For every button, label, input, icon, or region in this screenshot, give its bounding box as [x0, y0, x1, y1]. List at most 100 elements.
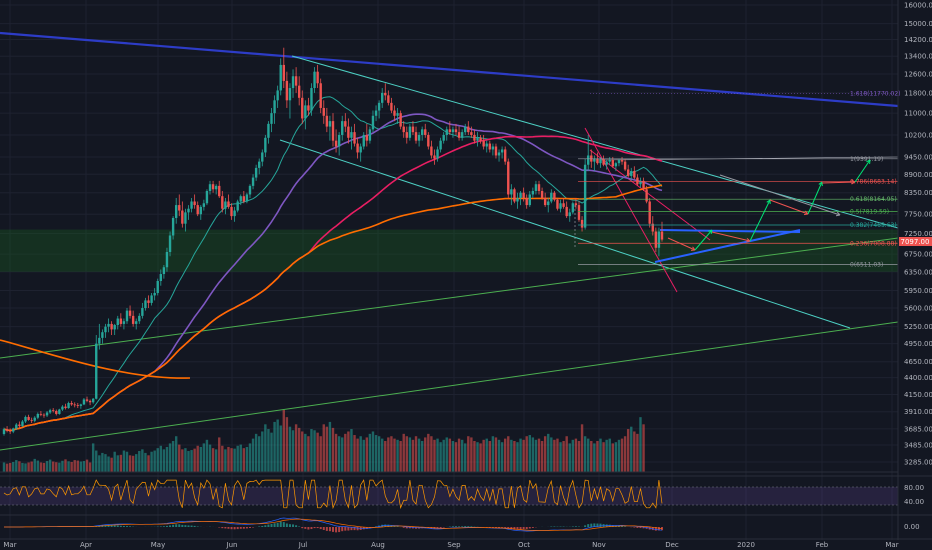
volume-bar [239, 444, 242, 472]
candle [205, 189, 209, 206]
volume-bar [162, 449, 166, 472]
volume-bar [193, 448, 196, 472]
candle [451, 126, 455, 138]
volume-bar [593, 443, 596, 472]
support-line-1 [0, 237, 898, 359]
volume-bar [445, 437, 448, 472]
candle [196, 201, 199, 217]
candle [445, 126, 448, 141]
volume-bar [497, 439, 501, 472]
volume-bar [605, 439, 608, 472]
volume-bar [227, 446, 230, 472]
volume-bar [599, 438, 602, 472]
volume-bar [500, 442, 504, 472]
volume-bar [279, 425, 282, 472]
macd-hist-bar [522, 527, 525, 530]
candle [273, 95, 276, 124]
volume-bar [141, 449, 144, 472]
volume-bar [15, 460, 18, 472]
macd-hist-bar [328, 527, 331, 532]
volume-bar [623, 436, 627, 472]
macd-hist-bar [488, 527, 491, 528]
candle [491, 143, 495, 156]
volume-bar [402, 433, 405, 472]
volume-bar [45, 461, 49, 472]
price-tick-label: 4400.00 [904, 374, 932, 382]
volume-bar [479, 443, 482, 472]
candle [258, 158, 261, 175]
volume-bar [424, 437, 427, 472]
macd-hist-bar [295, 525, 298, 527]
volume-bar [76, 460, 79, 472]
demand-zone [0, 229, 898, 272]
macd-hist-bar [252, 527, 255, 528]
wedge-upper [659, 229, 801, 233]
candle [439, 137, 442, 153]
macd-hist-bar [507, 527, 510, 529]
time-axis[interactable]: Mar Apr May Jun Jul Aug Sep Oct Nov Dec 2020 Feb Mar [0, 538, 932, 549]
volume-bar [122, 450, 126, 472]
macd-hist-bar [301, 527, 304, 529]
volume-bar [393, 438, 396, 472]
candle [519, 190, 522, 206]
candle [580, 216, 584, 232]
candle [67, 401, 70, 409]
volume-bar [626, 429, 630, 472]
candle [626, 164, 630, 178]
volume-bar [371, 431, 375, 472]
volume-bar [380, 438, 384, 472]
time-tick-label: Aug [371, 541, 385, 549]
macd-hist-bar [470, 526, 473, 527]
candle [543, 192, 547, 207]
candle [528, 190, 531, 207]
volume-bar [547, 433, 550, 472]
projection-arrow [719, 174, 841, 217]
volume-bar [184, 448, 187, 472]
channel-lower-line [279, 139, 851, 329]
candle [122, 318, 126, 330]
candle [605, 160, 608, 170]
volume-bar [242, 448, 246, 472]
macd-hist-bar [236, 527, 239, 530]
candle [288, 83, 292, 119]
candle [251, 174, 255, 190]
candle [171, 216, 175, 240]
candle [297, 76, 301, 106]
volume-bar [156, 448, 159, 472]
volume-bar [325, 426, 329, 472]
macd-hist-bar [332, 527, 334, 532]
macd-hist-bar [408, 527, 411, 529]
macd-hist-bar [193, 525, 196, 527]
candle [384, 83, 387, 101]
macd-hist-bar [491, 527, 494, 528]
candle [571, 201, 575, 215]
time-tick-label: 2020 [737, 541, 755, 549]
volume-bar [433, 439, 436, 472]
macd-hist-bar [319, 527, 322, 530]
price-axis[interactable]: 16000.00 15000.00 14200.00 13400.00 12600.00… [897, 0, 932, 540]
candle [522, 187, 525, 202]
macd-hist-bar [273, 523, 276, 527]
macd-hist-bar [516, 527, 519, 530]
candle [202, 199, 206, 211]
price-tick-label: 3485.00 [904, 441, 932, 449]
volume-bar [12, 461, 15, 472]
volume-bar [331, 427, 335, 472]
volume-bar [5, 463, 9, 472]
candle [405, 126, 408, 144]
volume-bar [460, 439, 464, 472]
candle [556, 197, 559, 211]
price-tick-label: 11800.00 [904, 89, 932, 97]
candle [199, 205, 202, 220]
volume-bar [430, 436, 433, 472]
candle [344, 113, 347, 133]
volume-bar [264, 424, 267, 472]
candle [73, 402, 76, 408]
macd-hist-bar [519, 527, 522, 530]
volume-bar [516, 442, 519, 472]
candle [248, 184, 252, 198]
macd-hist-bar [172, 524, 175, 527]
macd-hist-bar [282, 522, 285, 527]
